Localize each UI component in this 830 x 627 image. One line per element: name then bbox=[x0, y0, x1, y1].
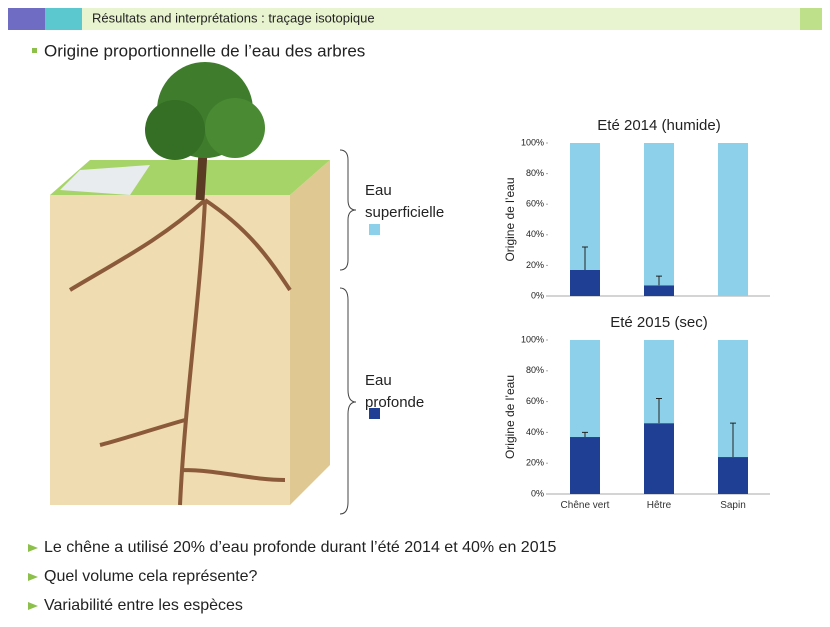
y-tick-label: 60% bbox=[526, 199, 544, 209]
legend-swatch bbox=[369, 224, 380, 235]
bar-segment bbox=[570, 270, 600, 296]
header-block bbox=[800, 8, 822, 30]
chart-title: Eté 2014 (humide) bbox=[597, 117, 720, 134]
legend-label: Eau superficielle bbox=[365, 180, 460, 224]
bullet-arrow bbox=[28, 573, 38, 581]
header-block bbox=[8, 8, 45, 30]
x-tick-label: Chêne vert bbox=[560, 500, 610, 512]
soil-illustration bbox=[50, 62, 356, 514]
y-tick-label: 80% bbox=[526, 168, 544, 178]
y-tick-label: 100% bbox=[521, 334, 544, 344]
y-tick-label: 60% bbox=[526, 396, 544, 406]
y-tick-label: 80% bbox=[526, 365, 544, 375]
y-tick-label: 20% bbox=[526, 260, 544, 270]
slide: Résultats and interprétations : traçage … bbox=[0, 0, 830, 627]
slide-graphics: Résultats and interprétations : traçage … bbox=[0, 0, 830, 627]
x-tick-label: Hêtre bbox=[634, 500, 684, 512]
bullet-arrow bbox=[28, 602, 38, 610]
header-title: Résultats and interprétations : traçage … bbox=[92, 10, 375, 25]
y-tick-label: 40% bbox=[526, 229, 544, 239]
y-tick-label: 0% bbox=[531, 290, 544, 300]
bar-segment bbox=[644, 423, 674, 494]
chart-title: Eté 2015 (sec) bbox=[610, 314, 708, 331]
bullet-arrow bbox=[28, 544, 38, 552]
bullet-text: Le chêne a utilisé 20% d’eau profonde du… bbox=[44, 539, 556, 556]
legend-label: Eau profonde bbox=[365, 370, 445, 414]
y-axis-label: Origine de l’eau bbox=[503, 375, 517, 459]
bar-segment bbox=[718, 143, 748, 296]
y-tick-label: 20% bbox=[526, 458, 544, 468]
bar-segment bbox=[570, 340, 600, 437]
bar-segment bbox=[644, 143, 674, 285]
subtitle: Origine proportionnelle de l’eau des arb… bbox=[44, 41, 365, 60]
bar-segment bbox=[644, 285, 674, 296]
y-axis-label: Origine de l’eau bbox=[503, 177, 517, 261]
bar-segment bbox=[718, 457, 748, 494]
bar-segment bbox=[570, 437, 600, 494]
header-block bbox=[45, 8, 82, 30]
y-tick-label: 100% bbox=[521, 137, 544, 147]
x-tick-label: Sapin bbox=[708, 500, 758, 512]
bullet-text: Variabilité entre les espèces bbox=[44, 597, 243, 614]
y-tick-label: 0% bbox=[531, 488, 544, 498]
y-tick-label: 40% bbox=[526, 427, 544, 437]
bullet bbox=[32, 48, 37, 53]
bullet-text: Quel volume cela représente? bbox=[44, 568, 258, 585]
